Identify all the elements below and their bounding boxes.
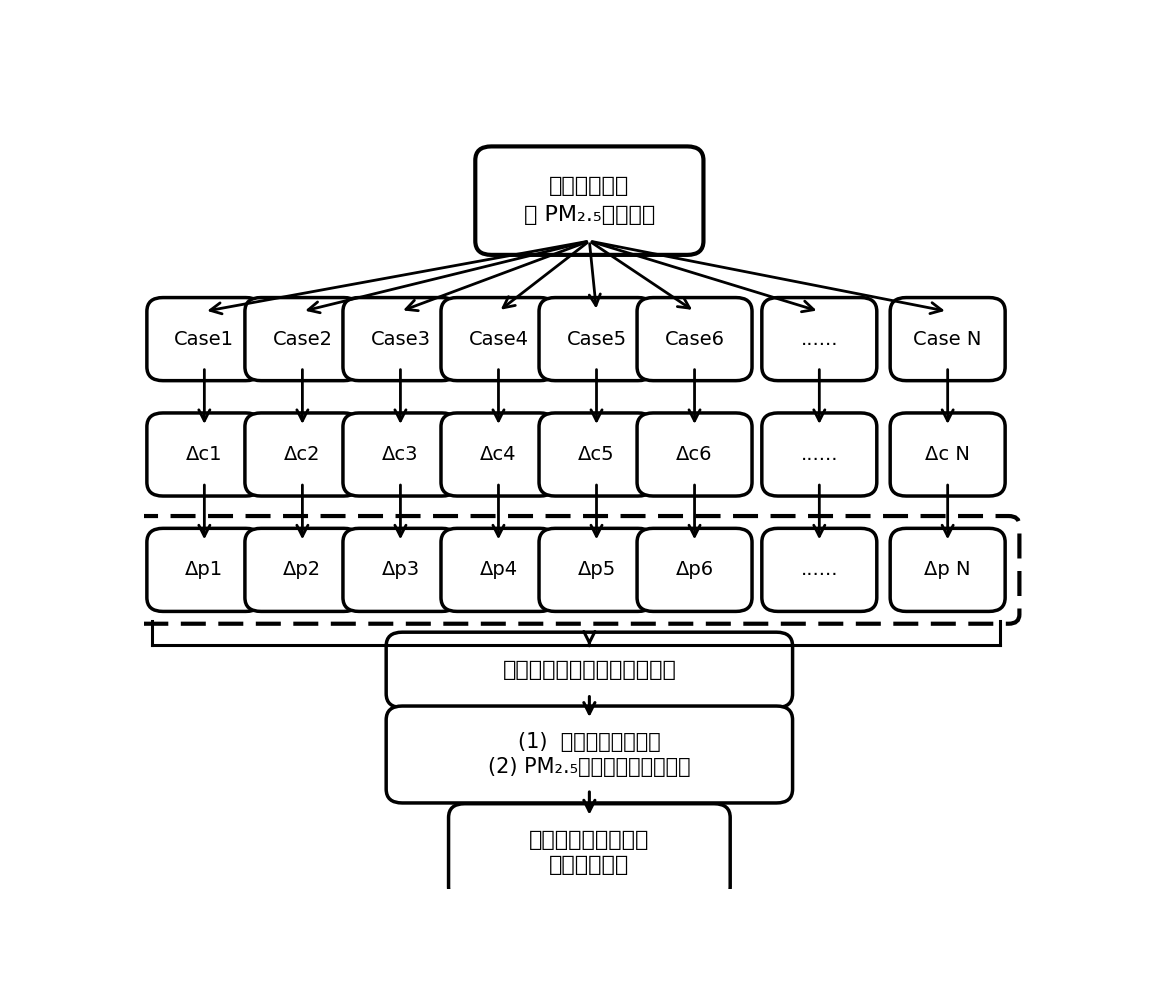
FancyBboxPatch shape bbox=[245, 528, 360, 611]
FancyBboxPatch shape bbox=[637, 413, 752, 497]
FancyBboxPatch shape bbox=[539, 298, 654, 381]
FancyBboxPatch shape bbox=[147, 413, 262, 497]
Text: 装机容量变化范围即: 装机容量变化范围即 bbox=[529, 830, 650, 850]
Text: Case1: Case1 bbox=[175, 330, 235, 349]
FancyBboxPatch shape bbox=[761, 413, 876, 497]
Text: 贡献变化与装机容量变化关系: 贡献变化与装机容量变化关系 bbox=[503, 660, 676, 680]
Text: Δp1: Δp1 bbox=[185, 560, 223, 579]
Text: Δp4: Δp4 bbox=[480, 560, 518, 579]
Text: Δc4: Δc4 bbox=[481, 445, 516, 464]
Text: Case5: Case5 bbox=[567, 330, 627, 349]
Text: ......: ...... bbox=[800, 445, 838, 464]
Text: Δc3: Δc3 bbox=[382, 445, 419, 464]
Text: Δc2: Δc2 bbox=[284, 445, 321, 464]
FancyBboxPatch shape bbox=[637, 528, 752, 611]
Text: Δc6: Δc6 bbox=[676, 445, 713, 464]
FancyBboxPatch shape bbox=[440, 298, 555, 381]
FancyBboxPatch shape bbox=[245, 413, 360, 497]
FancyBboxPatch shape bbox=[147, 298, 262, 381]
FancyBboxPatch shape bbox=[343, 298, 458, 381]
FancyBboxPatch shape bbox=[475, 147, 704, 255]
Text: Δc1: Δc1 bbox=[186, 445, 223, 464]
FancyBboxPatch shape bbox=[386, 706, 792, 803]
Text: Case N: Case N bbox=[913, 330, 982, 349]
FancyBboxPatch shape bbox=[448, 804, 730, 901]
Text: Case6: Case6 bbox=[665, 330, 724, 349]
FancyBboxPatch shape bbox=[539, 528, 654, 611]
Text: Δc5: Δc5 bbox=[578, 445, 615, 464]
FancyBboxPatch shape bbox=[343, 413, 458, 497]
Text: (2) PM₂.₅浓度不超过相关指标: (2) PM₂.₅浓度不超过相关指标 bbox=[488, 757, 691, 777]
FancyBboxPatch shape bbox=[440, 528, 555, 611]
FancyBboxPatch shape bbox=[637, 298, 752, 381]
FancyBboxPatch shape bbox=[890, 528, 1005, 611]
Text: 对 PM₂.₅浓度贡献: 对 PM₂.₅浓度贡献 bbox=[523, 205, 655, 225]
FancyBboxPatch shape bbox=[761, 528, 876, 611]
Text: Case3: Case3 bbox=[370, 330, 430, 349]
Text: Δp3: Δp3 bbox=[382, 560, 420, 579]
FancyBboxPatch shape bbox=[245, 298, 360, 381]
Text: Δp6: Δp6 bbox=[675, 560, 714, 579]
Text: Case4: Case4 bbox=[468, 330, 529, 349]
Text: Δp5: Δp5 bbox=[577, 560, 615, 579]
Text: Δp2: Δp2 bbox=[283, 560, 322, 579]
Text: Case2: Case2 bbox=[273, 330, 332, 349]
FancyBboxPatch shape bbox=[890, 298, 1005, 381]
FancyBboxPatch shape bbox=[539, 413, 654, 497]
Text: (1)  贡献不超过基准年: (1) 贡献不超过基准年 bbox=[518, 732, 661, 752]
FancyBboxPatch shape bbox=[147, 528, 262, 611]
Text: Δc N: Δc N bbox=[926, 445, 971, 464]
FancyBboxPatch shape bbox=[343, 528, 458, 611]
FancyBboxPatch shape bbox=[440, 413, 555, 497]
FancyBboxPatch shape bbox=[890, 413, 1005, 497]
Text: ......: ...... bbox=[800, 560, 838, 579]
FancyBboxPatch shape bbox=[761, 298, 876, 381]
Text: 目标年火电厂: 目标年火电厂 bbox=[550, 176, 629, 196]
Text: ......: ...... bbox=[800, 330, 838, 349]
Text: Δp N: Δp N bbox=[925, 560, 971, 579]
Text: 火电环保容量: 火电环保容量 bbox=[550, 855, 629, 875]
FancyBboxPatch shape bbox=[386, 632, 792, 707]
